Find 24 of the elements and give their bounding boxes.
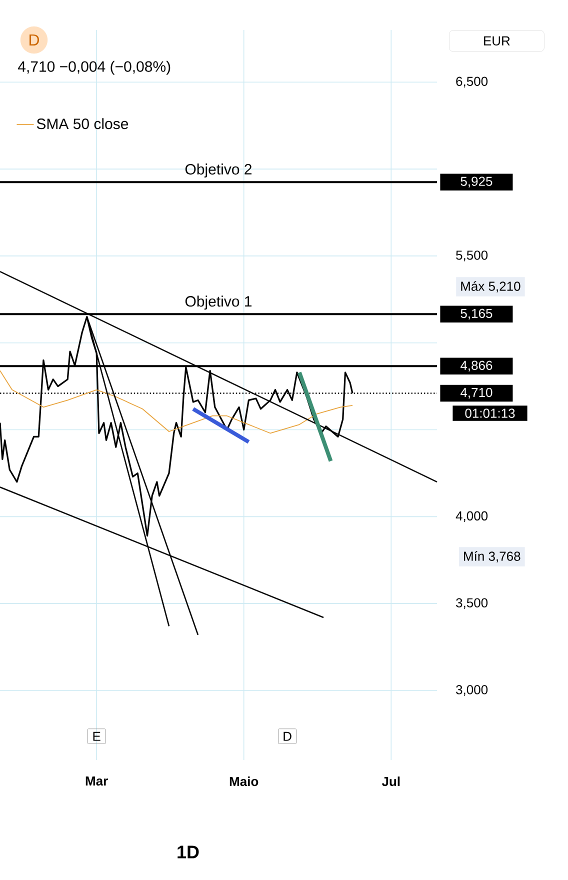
annotation: D [30, 34, 40, 46]
x-tick-label: Mar [86, 776, 108, 786]
ref-line-label: Objetivo 1 [185, 296, 252, 310]
text: 4,866 [460, 360, 492, 372]
y-tick-label: 6,500 [456, 76, 488, 88]
text: 1D [178, 846, 199, 858]
text: 4,710 −0,004 (−0,08%) [18, 60, 170, 75]
y-tick-label: 4,000 [456, 511, 488, 522]
text: Mín 3,768 [464, 551, 520, 562]
text: 01:01:13 [465, 408, 515, 418]
text: 4,710 [460, 388, 492, 399]
annotation: E [93, 732, 100, 741]
x-tick-label: Maio [230, 776, 258, 786]
ref-line-label: Objetivo 2 [185, 164, 252, 178]
annotation: D [284, 732, 292, 741]
y-tick-label: 3,000 [456, 685, 488, 696]
x-tick-label: Jul [382, 776, 400, 786]
y-axis-title: EUR [484, 36, 510, 46]
text: Máx 5,210 [461, 281, 520, 292]
y-tick-label: 3,500 [456, 598, 488, 609]
text: 5,925 [460, 176, 492, 188]
legend-label: SMA 50 close [36, 118, 128, 130]
text: 5,165 [460, 308, 492, 320]
y-tick-label: 5,500 [456, 250, 488, 262]
